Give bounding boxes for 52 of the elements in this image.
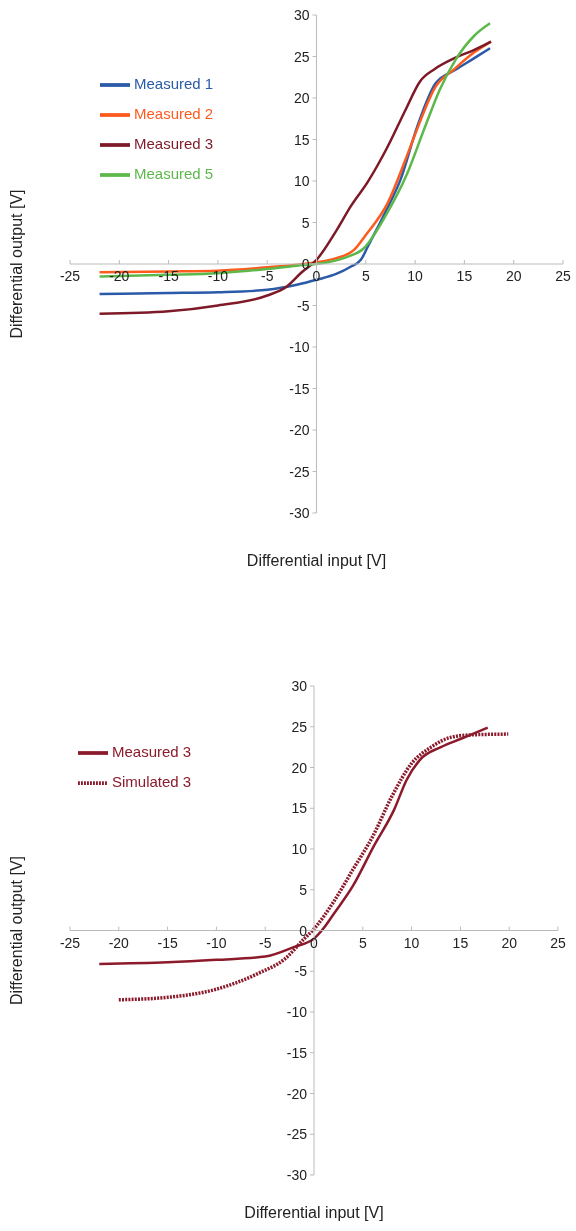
- x-tick-label: 25: [555, 268, 571, 284]
- y-tick-label: 15: [293, 131, 310, 148]
- y-tick-label: -20: [286, 1085, 308, 1102]
- y-tick-label: -25: [286, 1126, 308, 1143]
- x-tick-label: -20: [108, 934, 130, 951]
- legend-label: Measured 5: [134, 164, 214, 182]
- y-tick-label: 5: [301, 214, 310, 231]
- y-tick-label: -10: [289, 339, 310, 355]
- x-tick-label: -25: [59, 268, 81, 284]
- y-tick-label: 10: [293, 173, 310, 189]
- x-tick-label: -5: [258, 934, 272, 951]
- y-tick-label: 30: [293, 7, 310, 23]
- x-tick-label: -15: [157, 934, 178, 951]
- y-tick-label: -15: [289, 380, 310, 397]
- y-tick-label: -30: [286, 1167, 308, 1183]
- x-tick-label: -10: [206, 934, 227, 951]
- y-tick-label: 0: [299, 922, 308, 939]
- y-tick-label: 15: [291, 800, 308, 817]
- y-tick-label: 30: [291, 678, 308, 694]
- x-tick-label: -25: [59, 934, 81, 951]
- legend-label: Measured 3: [134, 134, 214, 152]
- y-tick-label: 25: [291, 718, 308, 735]
- x-tick-label: 15: [456, 268, 473, 284]
- y-tick-label: -25: [289, 463, 310, 480]
- x-axis-title: Differential input [V]: [244, 1204, 384, 1221]
- x-tick-label: 20: [501, 934, 518, 951]
- legend-label: Measured 2: [134, 104, 214, 122]
- y-tick-label: 20: [293, 90, 310, 106]
- x-tick-label: 15: [452, 934, 469, 951]
- x-tick-label: 25: [550, 934, 566, 951]
- y-tick-label: -30: [289, 505, 310, 521]
- y-tick-label: -20: [289, 422, 310, 438]
- legend-label: Measured 3: [112, 742, 192, 760]
- x-tick-label: -5: [260, 268, 274, 284]
- x-axis-title: Differential input [V]: [246, 552, 387, 569]
- x-tick-label: 20: [505, 268, 522, 284]
- x-tick-label: 10: [403, 934, 420, 951]
- legend-label: Measured 1: [134, 74, 214, 92]
- y-tick-label: 25: [293, 48, 310, 65]
- x-tick-label: 5: [361, 268, 370, 284]
- y-tick-label: -5: [297, 297, 310, 314]
- x-tick-label: 5: [358, 934, 367, 951]
- x-tick-label: 10: [407, 268, 424, 284]
- y-tick-label: -10: [286, 1004, 308, 1020]
- legend-label: Simulated 3: [112, 772, 192, 790]
- y-tick-label: 5: [299, 881, 308, 898]
- y-tick-label: -5: [294, 963, 308, 980]
- y-tick-label: 20: [291, 759, 308, 776]
- y-tick-label: 10: [291, 841, 308, 857]
- y-tick-label: -15: [286, 1044, 308, 1061]
- y-axis-title: Differential output [V]: [7, 855, 25, 1006]
- y-axis-title: Differential output [V]: [7, 189, 25, 339]
